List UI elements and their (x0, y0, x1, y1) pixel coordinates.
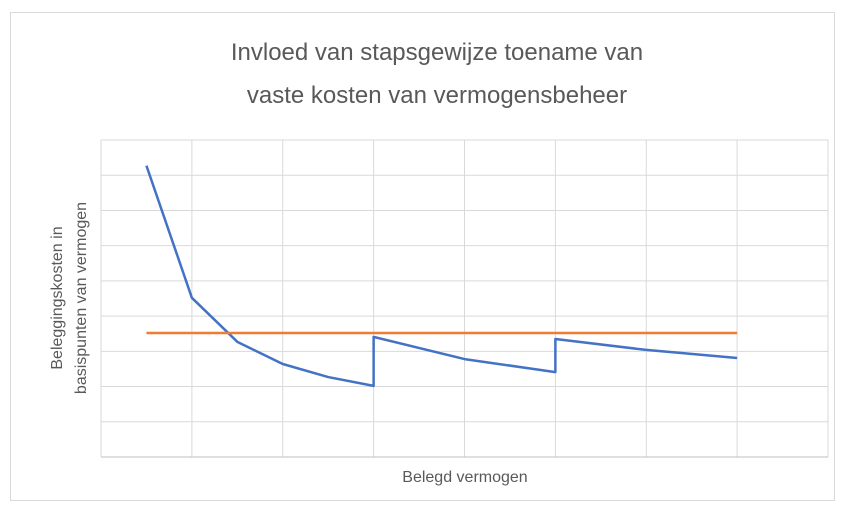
chart-title-line: Invloed van stapsgewijze toename van (231, 39, 643, 66)
y-axis-label: basispunten van vermogen (73, 202, 90, 394)
chart-frame (10, 12, 835, 501)
x-axis-label: Belegd vermogen (402, 469, 527, 486)
y-axis-label: Beleggingskosten in (49, 226, 66, 369)
series-line (145, 165, 738, 388)
chart-title-line: vaste kosten van vermogensbeheer (247, 82, 627, 109)
